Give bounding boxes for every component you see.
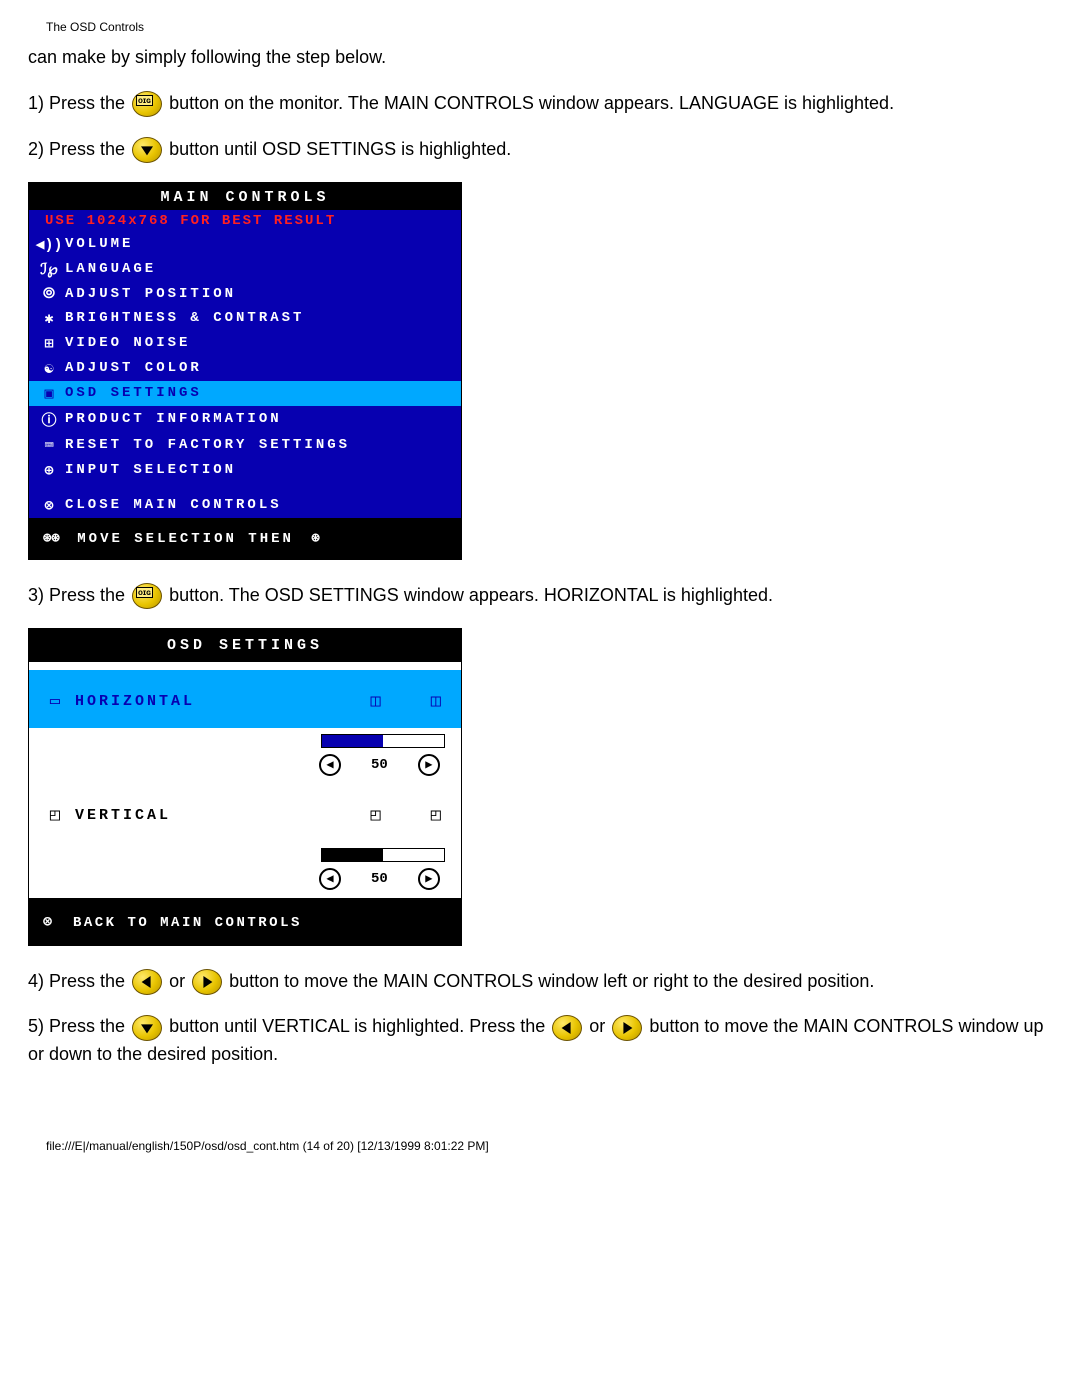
- step-3-a: 3) Press the: [28, 585, 130, 605]
- step-1: 1) Press the button on the monitor. The …: [28, 90, 1052, 118]
- close-main-controls: ⊗ CLOSE MAIN CONTROLS: [29, 493, 461, 518]
- menu-item-icon: ℐ℘: [33, 260, 65, 279]
- main-controls-title: MAIN CONTROLS: [29, 183, 461, 210]
- main-controls-list: ◀))VOLUMEℐ℘LANGUAGE⦾ADJUST POSITION✱BRIG…: [29, 232, 461, 483]
- menu-item-icon: ⓘ: [33, 409, 65, 430]
- step-4-b: button to move the MAIN CONTROLS window …: [229, 971, 874, 991]
- page-file-footer: file:///E|/manual/english/150P/osd/osd_c…: [46, 1139, 1052, 1153]
- osd-settings-title: OSD SETTINGS: [29, 629, 461, 662]
- gap: [29, 662, 461, 670]
- setting-label: VERTICAL: [75, 807, 371, 824]
- slider-value: 50: [371, 757, 388, 773]
- menu-item: ⊕INPUT SELECTION: [29, 458, 461, 483]
- osd-settings-panel: OSD SETTINGS ▭ HORIZONTAL◫◫ ◀ 50 ▶ ◰ VERTICAL◰…: [28, 628, 462, 946]
- right-arrow-icon: ▶: [418, 868, 440, 890]
- osd-settings-rows: ▭ HORIZONTAL◫◫ ◀ 50 ▶ ◰ VERTICAL◰◰ ◀ 50 ▶: [29, 670, 461, 898]
- menu-item-label: INPUT SELECTION: [65, 462, 236, 478]
- menu-item-label: RESET TO FACTORY SETTINGS: [65, 437, 350, 453]
- right-button-icon: [192, 969, 222, 995]
- right-button-icon: [612, 1015, 642, 1041]
- position-icons: ◫◫: [371, 691, 442, 712]
- menu-item-label: LANGUAGE: [65, 261, 156, 277]
- step-1-b: button on the monitor. The MAIN CONTROLS…: [169, 93, 894, 113]
- menu-item-label: VOLUME: [65, 236, 133, 252]
- menu-item-label: PRODUCT INFORMATION: [65, 411, 282, 427]
- menu-item: ⦾ADJUST POSITION: [29, 282, 461, 306]
- separator: [29, 483, 461, 493]
- menu-item-label: BRIGHTNESS & CONTRAST: [65, 310, 304, 326]
- step-4: 4) Press the or button to move the MAIN …: [28, 968, 1052, 996]
- position-icons: ◰◰: [371, 805, 442, 826]
- step-5-a: 5) Press the: [28, 1016, 130, 1036]
- footer-text: MOVE SELECTION THEN: [77, 531, 294, 547]
- setting-label: HORIZONTAL: [75, 693, 371, 710]
- setting-icon: ▭: [41, 691, 69, 712]
- step-1-a: 1) Press the: [28, 93, 130, 113]
- menu-item-icon: ⊕: [33, 461, 65, 480]
- step-4-a: 4) Press the: [28, 971, 130, 991]
- menu-item-icon: ◀)): [33, 235, 65, 254]
- footer-ok-icon: ⊛: [311, 531, 319, 547]
- step-5-b: button until VERTICAL is highlighted. Pr…: [169, 1016, 550, 1036]
- resolution-hint: USE 1024x768 FOR BEST RESULT: [29, 210, 461, 232]
- back-icon: ⊗: [43, 914, 52, 931]
- down-button-icon: [132, 1015, 162, 1041]
- close-label: CLOSE MAIN CONTROLS: [65, 497, 282, 513]
- menu-item-label: VIDEO NOISE: [65, 335, 190, 351]
- page-header: The OSD Controls: [46, 20, 1052, 34]
- menu-item-label: ADJUST COLOR: [65, 360, 202, 376]
- setting-row: ◰ VERTICAL◰◰: [29, 784, 461, 842]
- back-label: BACK TO MAIN CONTROLS: [73, 915, 302, 931]
- footer-updown-icon: ⊛⊛: [43, 531, 60, 547]
- step-5-or: or: [589, 1016, 610, 1036]
- right-arrow-icon: ▶: [418, 754, 440, 776]
- left-arrow-icon: ◀: [319, 868, 341, 890]
- step-3: 3) Press the button. The OSD SETTINGS wi…: [28, 582, 1052, 610]
- close-icon: ⊗: [33, 496, 65, 515]
- menu-item-icon: ▣: [33, 384, 65, 403]
- slider-area: ◀ 50 ▶: [29, 842, 461, 898]
- slider-controls: ◀ 50 ▶: [319, 868, 445, 890]
- menu-item: ℐ℘LANGUAGE: [29, 257, 461, 282]
- step-2-b: button until OSD SETTINGS is highlighted…: [169, 139, 511, 159]
- slider-area: ◀ 50 ▶: [29, 728, 461, 784]
- main-controls-footer: ⊛⊛ MOVE SELECTION THEN ⊛: [29, 518, 461, 559]
- step-3-b: button. The OSD SETTINGS window appears.…: [169, 585, 773, 605]
- slider-value: 50: [371, 871, 388, 887]
- menu-item: ⓘPRODUCT INFORMATION: [29, 406, 461, 433]
- menu-item-icon: ⦾: [33, 285, 65, 303]
- menu-item-label: OSD SETTINGS: [65, 385, 202, 401]
- menu-item: ☯ADJUST COLOR: [29, 356, 461, 381]
- left-arrow-icon: ◀: [319, 754, 341, 776]
- menu-item: ◀))VOLUME: [29, 232, 461, 257]
- osd-settings-back: ⊗ BACK TO MAIN CONTROLS: [29, 898, 461, 945]
- menu-item-icon: ✱: [33, 309, 65, 328]
- main-controls-panel: MAIN CONTROLS USE 1024x768 FOR BEST RESU…: [28, 182, 462, 560]
- left-button-icon: [132, 969, 162, 995]
- step-2-a: 2) Press the: [28, 139, 130, 159]
- step-4-or: or: [169, 971, 190, 991]
- ok-button-icon: [132, 91, 162, 117]
- setting-icon: ◰: [41, 805, 69, 826]
- slider-controls: ◀ 50 ▶: [319, 754, 445, 776]
- step-2: 2) Press the button until OSD SETTINGS i…: [28, 136, 1052, 164]
- menu-item-icon: ⌨: [33, 436, 65, 455]
- menu-item: ⌨RESET TO FACTORY SETTINGS: [29, 433, 461, 458]
- menu-item-icon: ⊞: [33, 334, 65, 353]
- slider-bar: [321, 848, 445, 862]
- ok-button-icon: [132, 583, 162, 609]
- intro-text: can make by simply following the step be…: [28, 44, 1052, 72]
- menu-item-icon: ☯: [33, 359, 65, 378]
- menu-item: ▣OSD SETTINGS: [29, 381, 461, 406]
- step-5: 5) Press the button until VERTICAL is hi…: [28, 1013, 1052, 1069]
- menu-item: ✱BRIGHTNESS & CONTRAST: [29, 306, 461, 331]
- menu-item-label: ADJUST POSITION: [65, 286, 236, 302]
- slider-bar: [321, 734, 445, 748]
- setting-row: ▭ HORIZONTAL◫◫: [29, 670, 461, 728]
- left-button-icon: [552, 1015, 582, 1041]
- down-button-icon: [132, 137, 162, 163]
- menu-item: ⊞VIDEO NOISE: [29, 331, 461, 356]
